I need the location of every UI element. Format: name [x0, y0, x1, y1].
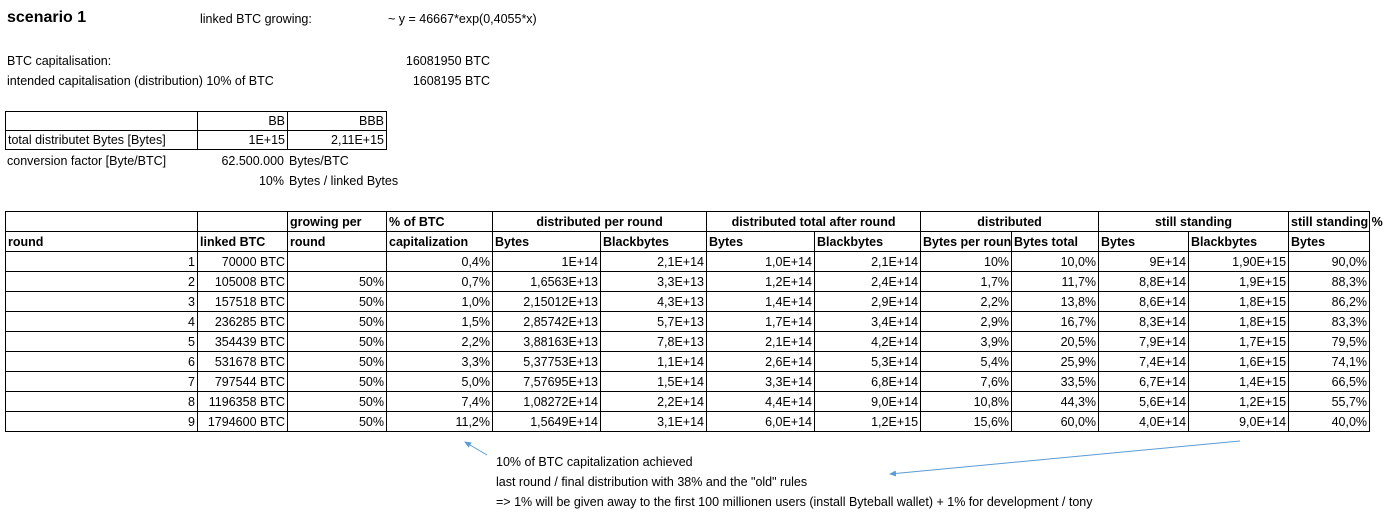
cell-linked-btc: 797544 BTC [197, 371, 288, 392]
linked-pct-unit: Bytes / linked Bytes [289, 174, 399, 188]
cell-pct-cap: 11,2% [386, 411, 493, 432]
head-still-pct: still standing % [1288, 211, 1383, 232]
total-bytes-table: BB BBB total distributet Bytes [Bytes] 1… [5, 111, 387, 150]
bb-value: 1E+15 [197, 130, 288, 150]
cell-bytes-total: 60,0% [1011, 411, 1100, 432]
intended-cap-label: intended capitalisation (distribution) 1… [7, 74, 274, 88]
cell-linked-btc: 157518 BTC [197, 291, 288, 312]
cell-growing-pct: 50% [287, 291, 387, 312]
growth-formula: ~ y = 46667*exp(0,4055*x) [388, 12, 537, 26]
btc-cap-label: BTC capitalisation: [7, 54, 112, 68]
note-line-2: last round / final distribution with 38%… [496, 475, 808, 489]
cell-still-blackbytes: 1,4E+15 [1188, 371, 1290, 392]
cell-round-bytes: 7,57695E+13 [492, 371, 601, 392]
cell-total-blackbytes: 5,3E+14 [814, 351, 922, 372]
note-line-1: 10% of BTC capitalization achieved [496, 455, 693, 469]
cell-round-bytes: 1,08272E+14 [492, 391, 601, 412]
head-still-standing: still standing [1098, 211, 1290, 232]
conversion-value: 62.500.000 [221, 154, 284, 168]
cell-still-pct: 88,3% [1288, 271, 1371, 292]
cell-growing-pct: 50% [287, 411, 387, 432]
scenario-title: scenario 1 [7, 9, 87, 26]
head-capitalization: capitalization [386, 231, 493, 252]
table-row: 9 1794600 BTC 50% 11,2% 1,5649E+14 3,1E+14 6,0… [5, 411, 1371, 432]
cell-round-blackbytes: 2,1E+14 [599, 251, 708, 272]
cell-linked-btc: 236285 BTC [197, 311, 288, 332]
cell-linked-btc: 354439 BTC [197, 331, 288, 352]
cell-bytes-total: 25,9% [1011, 351, 1100, 372]
cell-round-blackbytes: 3,1E+14 [599, 411, 708, 432]
head-dist-round: distributed per round [491, 211, 708, 232]
arrow-to-still-standing [889, 440, 1241, 477]
btc-cap-value: 16081950 BTC [405, 54, 490, 68]
cell-total-bytes: 1,2E+14 [706, 271, 816, 292]
cell-still-bytes: 4,0E+14 [1098, 411, 1190, 432]
cell-total-blackbytes: 6,8E+14 [814, 371, 922, 392]
cell-linked-btc: 105008 BTC [197, 271, 288, 292]
cell-still-blackbytes: 1,90E+15 [1188, 251, 1290, 272]
cell-still-bytes: 8,8E+14 [1098, 271, 1190, 292]
header-row-1: growing per % of BTC distributed per rou… [5, 211, 1383, 232]
cell-still-pct: 55,7% [1288, 391, 1371, 412]
cell-still-blackbytes: 9,0E+14 [1188, 411, 1290, 432]
cell-still-bytes: 5,6E+14 [1098, 391, 1190, 412]
cell-round-blackbytes: 3,3E+13 [599, 271, 708, 292]
table-row: 6 531678 BTC 50% 3,3% 5,37753E+13 1,1E+14 2,6E… [5, 351, 1371, 372]
cell-growing-pct: 50% [287, 331, 387, 352]
cell-round-bytes: 5,37753E+13 [492, 351, 601, 372]
cell-still-bytes: 7,9E+14 [1098, 331, 1190, 352]
conversion-label: conversion factor [Byte/BTC] [7, 154, 167, 168]
table-row: 1 70000 BTC 0,4% 1E+14 2,1E+14 1,0E+14 2,1E+14… [5, 251, 1371, 272]
cell-round-bytes: 1,5649E+14 [492, 411, 601, 432]
cell-still-blackbytes: 1,6E+15 [1188, 351, 1290, 372]
cell-linked-btc: 1794600 BTC [197, 411, 288, 432]
cell-linked-btc: 1196358 BTC [197, 391, 288, 412]
cell-bytes-per-round: 15,6% [920, 411, 1013, 432]
cell-bytes-per-round: 3,9% [920, 331, 1013, 352]
cell-still-pct: 40,0% [1288, 411, 1371, 432]
head-dist-total: distributed total after round [706, 211, 922, 232]
linked-pct-value: 10% [258, 174, 284, 188]
head-growing: growing per [287, 211, 387, 232]
cell-still-pct: 83,3% [1288, 311, 1371, 332]
conversion-unit: Bytes/BTC [289, 154, 349, 168]
cell-round-blackbytes: 4,3E+13 [599, 291, 708, 312]
cell-still-bytes: 8,6E+14 [1098, 291, 1190, 312]
cell-round-bytes: 2,85742E+13 [492, 311, 601, 332]
table-row: 5 354439 BTC 50% 2,2% 3,88163E+13 7,8E+13 2,1E… [5, 331, 1371, 352]
linked-growing-label: linked BTC growing: [200, 12, 312, 26]
cell-total-bytes: 1,0E+14 [706, 251, 816, 272]
cell-total-bytes: 6,0E+14 [706, 411, 816, 432]
distribution-table: growing per % of BTC distributed per rou… [5, 211, 1383, 432]
head-pct-btc: % of BTC [386, 211, 493, 232]
cell-linked-btc: 70000 BTC [197, 251, 288, 272]
bbb-value: 2,11E+15 [287, 130, 387, 150]
head-round-blackbytes: Blackbytes [599, 231, 708, 252]
cell-bytes-per-round: 10% [920, 251, 1013, 272]
arrow-to-capitalization [464, 441, 488, 456]
cell-total-blackbytes: 1,2E+15 [814, 411, 922, 432]
note-line-3: => 1% will be given away to the first 10… [496, 495, 1093, 509]
cell-pct-cap: 3,3% [386, 351, 493, 372]
cell-total-bytes: 2,6E+14 [706, 351, 816, 372]
table-row: 2 105008 BTC 50% 0,7% 1,6563E+13 3,3E+13 1,2E+… [5, 271, 1371, 292]
cell-total-bytes: 1,7E+14 [706, 311, 816, 332]
head-bytes-total: Bytes total [1011, 231, 1100, 252]
intended-cap-value: 1608195 BTC [412, 74, 490, 88]
